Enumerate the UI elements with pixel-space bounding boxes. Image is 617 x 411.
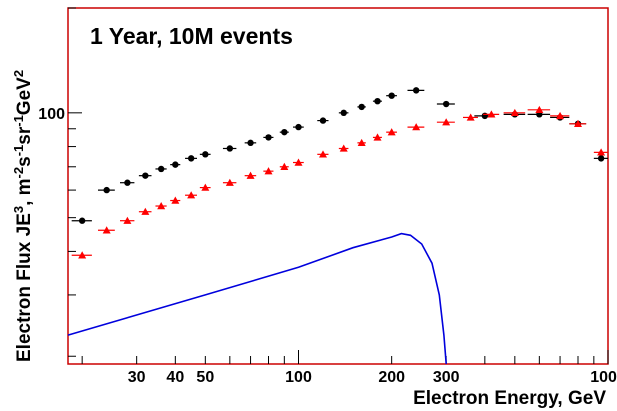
data-point: [102, 226, 111, 234]
x-tick-label: 30: [128, 369, 146, 386]
plot-axes: [68, 7, 609, 364]
data-point: [225, 178, 234, 186]
x-tick-labels: 30 40 50 100 200 300 1000: [128, 369, 617, 386]
data-point: [172, 161, 179, 168]
x-tick-label: 40: [166, 369, 184, 386]
y-tick-labels: 100: [38, 106, 65, 123]
data-point: [412, 123, 421, 131]
data-point: [319, 117, 327, 124]
y-axis-title-exp1: 3: [11, 206, 26, 213]
data-point: [247, 139, 254, 147]
data-point: [556, 111, 565, 120]
data-point: [340, 109, 347, 117]
data-point: [202, 151, 209, 158]
data-point: [319, 150, 328, 158]
data-point: [142, 172, 149, 179]
data-point: [265, 134, 272, 141]
y-axis-title: Electron Flux JE3, m-2s-1sr-1GeV2: [11, 70, 35, 362]
data-point: [358, 103, 365, 111]
series-line: [67, 232, 447, 365]
data-point: [281, 128, 288, 136]
data-point: [246, 171, 255, 179]
data-point: [357, 138, 366, 147]
data-point: [442, 118, 451, 126]
data-point: [141, 207, 150, 215]
y-axis-title-exp4: -1: [11, 115, 26, 127]
x-tick-label: 200: [378, 369, 405, 386]
data-point: [388, 92, 395, 99]
data-point: [373, 133, 382, 141]
data-point: [78, 251, 87, 259]
data-point: [201, 183, 210, 191]
data-point: [187, 191, 196, 199]
x-tick-label: 100: [285, 369, 312, 386]
y-axis-title-main: Electron Flux JE: [14, 213, 35, 362]
plot-frame: [67, 7, 609, 365]
y-axis-title-exp2: -2: [11, 167, 26, 179]
chart-annotation: 1 Year, 10M events: [90, 23, 293, 49]
series-0: [71, 87, 608, 224]
y-axis-title-mid: , m: [14, 178, 35, 205]
data-point: [294, 158, 303, 166]
data-point: [339, 144, 348, 152]
data-point: [412, 87, 420, 94]
data-point: [124, 179, 131, 186]
data-point: [187, 155, 195, 162]
x-tick-label: 50: [196, 369, 214, 386]
data-point: [157, 165, 165, 173]
y-axis-title-exp3: -1: [11, 145, 26, 157]
data-point: [280, 162, 289, 170]
data-point: [597, 148, 606, 156]
data-point: [442, 100, 450, 108]
series-1: [71, 105, 608, 259]
data-point: [481, 112, 489, 120]
data-point: [510, 108, 519, 117]
data-series: [67, 87, 608, 365]
y-axis-title-s: s: [14, 156, 35, 167]
y-axis-title-exp5: 2: [11, 70, 26, 77]
data-point: [387, 128, 396, 136]
x-tick-label: 300: [433, 369, 460, 386]
data-point: [226, 145, 234, 152]
data-point: [157, 202, 166, 210]
data-point: [295, 123, 302, 131]
y-tick-label: 100: [38, 106, 65, 123]
data-point: [123, 216, 132, 224]
data-point: [374, 97, 381, 105]
data-point: [78, 217, 86, 224]
data-point: [466, 113, 475, 121]
data-point: [597, 155, 605, 162]
x-axis-title: Electron Energy, GeV: [413, 388, 606, 409]
series-2: [67, 232, 447, 365]
y-axis-title-sr: sr: [14, 126, 35, 145]
data-point: [535, 105, 544, 114]
x-tick-label: 1000: [590, 369, 617, 386]
data-point: [171, 196, 180, 204]
data-point: [103, 186, 110, 194]
y-axis-title-gev: GeV: [14, 77, 35, 115]
data-point: [264, 167, 273, 175]
data-point: [574, 119, 583, 128]
data-point: [487, 110, 496, 118]
